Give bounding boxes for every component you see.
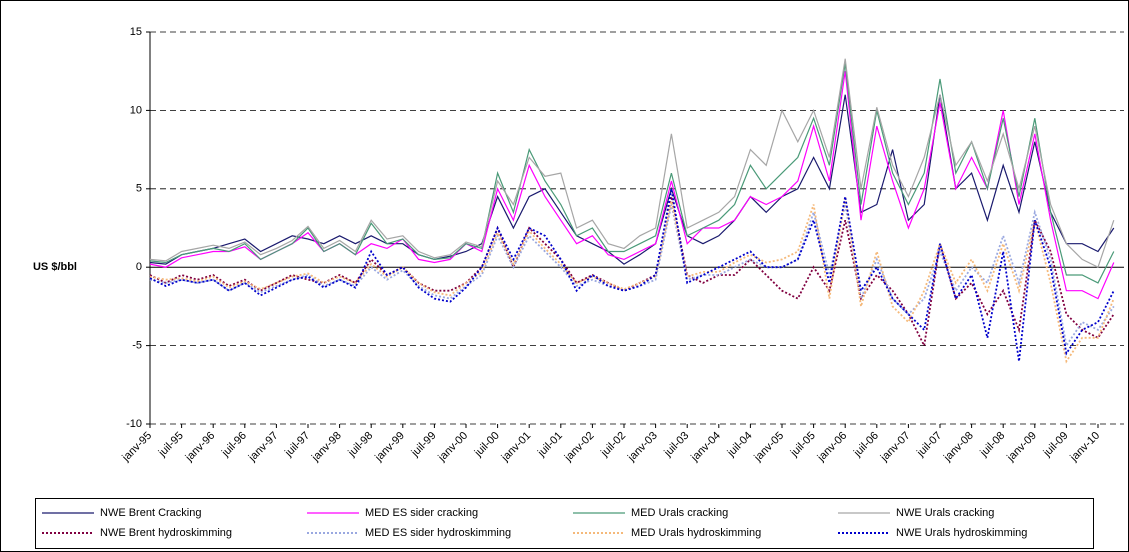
- series-line: [149, 63, 1115, 284]
- legend-label: MED ES sider hydroskimming: [365, 527, 511, 539]
- series-line: [149, 188, 1115, 362]
- y-axis-label: US $/bbl: [33, 261, 77, 273]
- legend-label: NWE Brent hydroskimming: [100, 527, 232, 539]
- legend-label: MED ES sider cracking: [365, 507, 478, 519]
- legend-label: NWE Brent Cracking: [100, 507, 201, 519]
- series-line: [149, 71, 1115, 300]
- series-line: [149, 204, 1115, 348]
- y-tick-label: 5: [136, 183, 142, 195]
- y-tick-label: 10: [130, 104, 142, 116]
- y-tick-label: 15: [130, 26, 142, 38]
- legend-label: MED Urals cracking: [631, 507, 728, 519]
- series-line: [149, 58, 1115, 269]
- y-tick-label: 0: [136, 261, 142, 273]
- series-line: [149, 196, 1115, 349]
- legend-box: [35, 498, 1094, 549]
- series-line: [149, 196, 1115, 364]
- y-tick-label: -10: [126, 418, 142, 430]
- y-tick-label: -5: [132, 340, 142, 352]
- legend-label: MED Urals hydroskimming: [631, 527, 761, 539]
- legend-label: NWE Urals cracking: [896, 507, 994, 519]
- legend-label: NWE Urals hydroskimming: [896, 527, 1027, 539]
